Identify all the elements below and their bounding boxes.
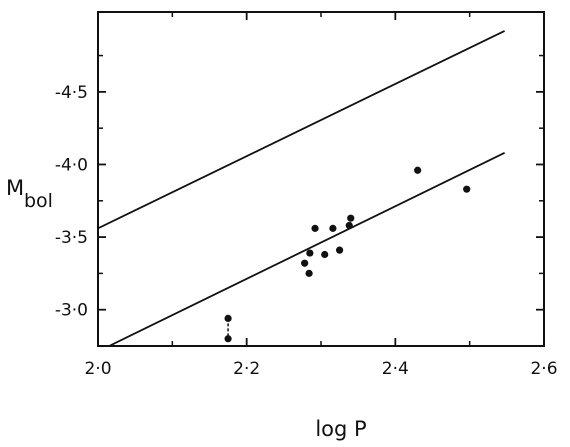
data-point-5 (306, 249, 314, 257)
data-point-8 (329, 224, 337, 232)
plot-frame (97, 11, 545, 347)
x-tick-label-2: 2·2 (233, 359, 260, 379)
ticks (97, 12, 545, 347)
data-point-9 (335, 246, 344, 254)
data-point-2 (224, 335, 232, 343)
data-point-12 (414, 166, 422, 174)
data-point-13 (463, 185, 471, 193)
data-point-10 (345, 221, 353, 230)
y-axis-label-main: M (6, 176, 24, 200)
y-tick-label-2: -3·5 (55, 228, 88, 248)
x-tick-label-1: 2·0 (84, 359, 111, 379)
data-point-6 (311, 224, 319, 232)
x-tick-label-4: 2·6 (530, 359, 557, 379)
data-point-1 (224, 314, 232, 323)
tick-labels: 2·0 2·2 2·4 2·6 -3·0 -3·5 -4·0 -4·5 (55, 83, 558, 379)
y-axis-label-sub: bol (24, 190, 53, 212)
data-point-3 (301, 259, 309, 267)
x-axis-label: log P (315, 417, 366, 441)
y-axis-label: M bol (6, 176, 53, 212)
data-point-4 (305, 269, 313, 277)
relation-line-1 (98, 30, 505, 230)
plot-area (97, 11, 545, 347)
y-tick-label-3: -4·0 (55, 155, 88, 175)
relation-line-2 (108, 152, 505, 346)
y-tick-label-1: -3·0 (55, 301, 88, 321)
data-point-11 (347, 214, 355, 222)
x-tick-label-3: 2·4 (382, 359, 409, 379)
data-point-7 (321, 250, 329, 259)
y-tick-label-4: -4·5 (55, 83, 88, 103)
